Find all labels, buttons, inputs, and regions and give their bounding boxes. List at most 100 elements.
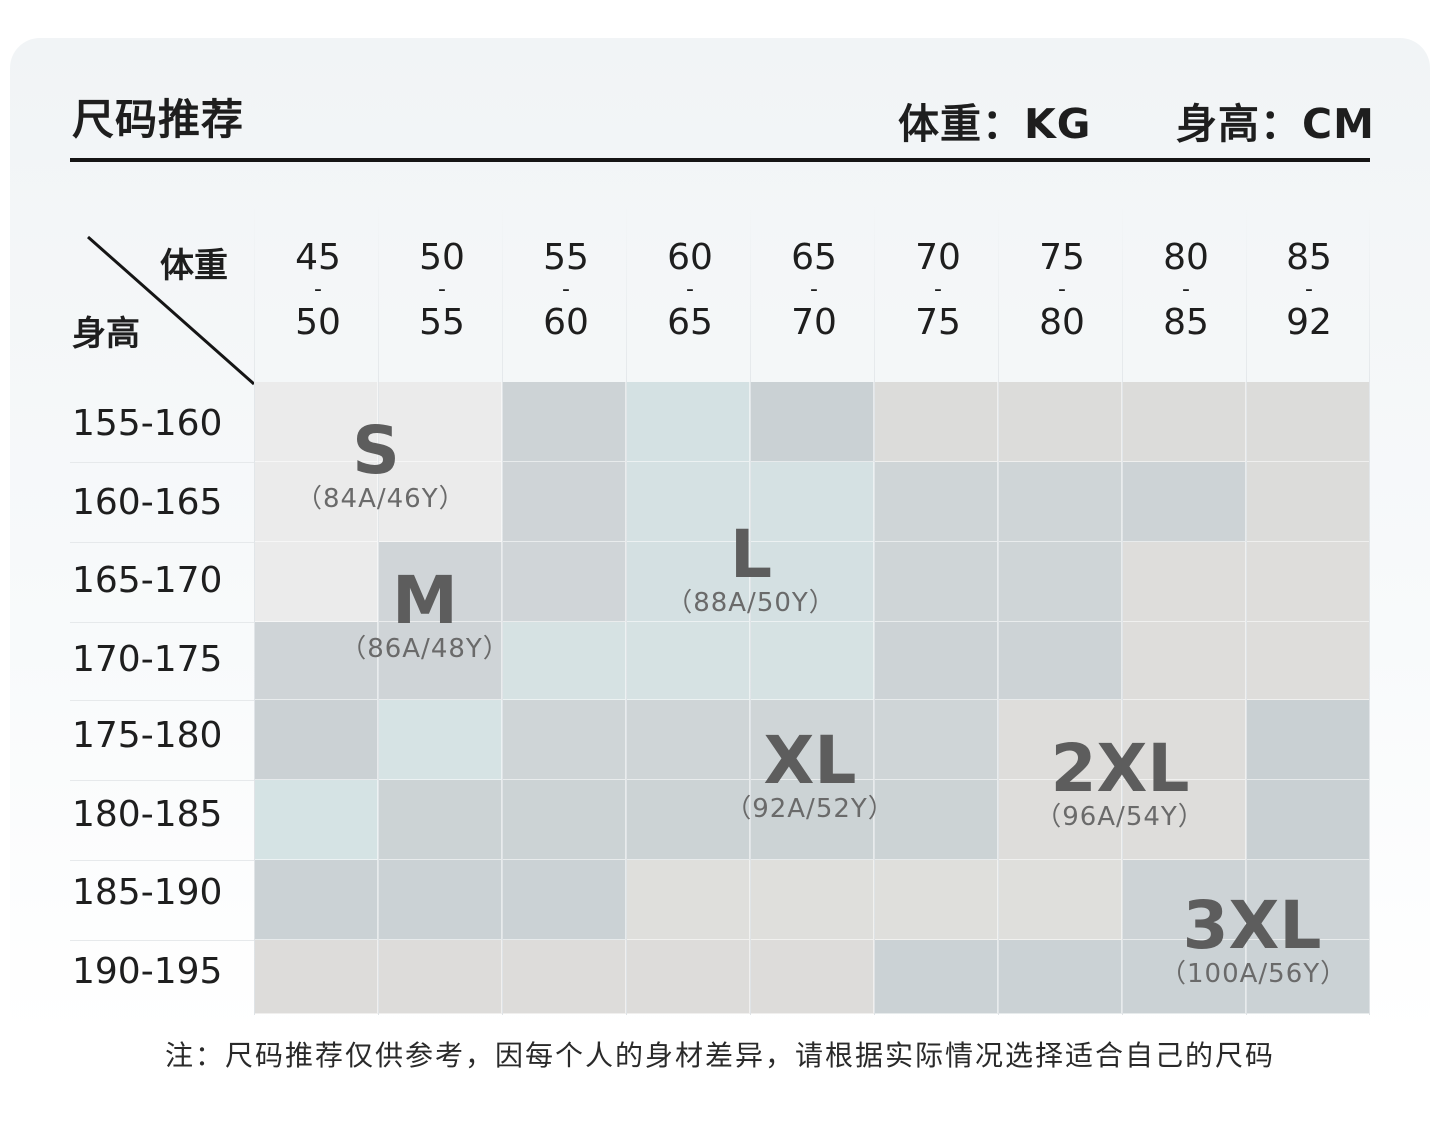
size-cell [378, 860, 502, 940]
weight-column-header: 50-55 [419, 237, 465, 343]
size-cell [1246, 622, 1370, 700]
size-cell [750, 780, 874, 860]
size-cell [254, 860, 378, 940]
size-cell [1246, 462, 1370, 542]
grid-line [626, 205, 627, 1015]
size-cell [626, 462, 750, 542]
weight-header-band [254, 200, 1370, 382]
row-divider [70, 940, 254, 941]
size-cell [998, 542, 1122, 622]
weight-column-header: 65-70 [791, 237, 837, 343]
size-cell [1246, 382, 1370, 462]
size-cell [1122, 382, 1246, 462]
weight-column-header: 45-50 [295, 237, 341, 343]
size-cell [998, 462, 1122, 542]
size-cell [998, 780, 1122, 860]
size-cell [378, 700, 502, 780]
size-cell [378, 542, 502, 622]
size-cell [874, 780, 998, 860]
corner-height-label: 身高 [72, 314, 140, 354]
size-cell [874, 542, 998, 622]
size-cell [502, 622, 626, 700]
size-cell [378, 940, 502, 1014]
size-cell [1122, 940, 1246, 1014]
size-cell [750, 542, 874, 622]
size-cell [626, 542, 750, 622]
corner-weight-label: 体重 [160, 246, 228, 286]
size-cell [626, 780, 750, 860]
grid-line [378, 205, 379, 1015]
grid-line [998, 205, 999, 1015]
weight-column-header: 75-80 [1039, 237, 1085, 343]
size-cell [750, 462, 874, 542]
row-divider [70, 700, 254, 701]
size-cell [626, 382, 750, 462]
size-cell [1246, 542, 1370, 622]
grid-line [874, 205, 875, 1015]
size-cell [1246, 700, 1370, 780]
size-cell [998, 700, 1122, 780]
size-cell [1122, 622, 1246, 700]
size-label-m: M （86A/48Y） [340, 562, 510, 665]
weight-column-header: 85-92 [1286, 237, 1332, 343]
grid-line [750, 205, 751, 1015]
height-row-header: 165-170 [72, 560, 223, 601]
size-cell [750, 860, 874, 940]
weight-column-header: 70-75 [915, 237, 961, 343]
size-cell [998, 860, 1122, 940]
row-divider [70, 860, 254, 861]
size-cell [1122, 780, 1246, 860]
row-divider [70, 462, 254, 463]
size-cell [502, 700, 626, 780]
size-cell [1122, 700, 1246, 780]
size-cell [626, 622, 750, 700]
weight-unit-label: 体重：KG [898, 100, 1092, 148]
grid-line [254, 205, 255, 1015]
height-row-header: 190-195 [72, 951, 223, 992]
size-label-s: S （84A/46Y） [296, 412, 466, 515]
size-cell [502, 382, 626, 462]
size-cell [998, 622, 1122, 700]
height-row-header: 155-160 [72, 403, 223, 444]
size-cell [254, 542, 378, 622]
size-cell [874, 462, 998, 542]
weight-column-header: 80-85 [1163, 237, 1209, 343]
row-divider [70, 542, 254, 543]
size-cell [254, 700, 378, 780]
size-cell [874, 940, 998, 1014]
height-row-header: 180-185 [72, 794, 223, 835]
size-cell [998, 940, 1122, 1014]
grid-line [502, 205, 503, 1015]
size-label-l: L （88A/50Y） [666, 516, 836, 619]
size-cell [626, 860, 750, 940]
size-cell [378, 462, 502, 542]
size-label-3xl: 3XL （100A/56Y） [1160, 887, 1348, 990]
height-row-header: 170-175 [72, 639, 223, 680]
size-cell [254, 622, 378, 700]
row-divider [70, 622, 254, 623]
size-cell [998, 382, 1122, 462]
size-cell [378, 622, 502, 700]
size-cell [874, 382, 998, 462]
disclaimer-note: 注：尺码推荐仅供参考，因每个人的身材差异，请根据实际情况选择适合自己的尺码 [164, 1039, 1275, 1072]
size-cell [254, 462, 378, 542]
size-cell [874, 622, 998, 700]
size-cell [502, 780, 626, 860]
size-cell [502, 860, 626, 940]
size-cell [874, 860, 998, 940]
size-cell [750, 700, 874, 780]
size-cell [626, 940, 750, 1014]
height-unit-label: 身高：CM [1176, 100, 1375, 148]
weight-column-header: 55-60 [543, 237, 589, 343]
size-cell [750, 940, 874, 1014]
size-cell [502, 542, 626, 622]
size-cell [378, 382, 502, 462]
height-row-header: 185-190 [72, 872, 223, 913]
weight-column-header: 60-65 [667, 237, 713, 343]
grid-line [1369, 205, 1370, 1015]
size-cell [378, 780, 502, 860]
size-cell [626, 700, 750, 780]
size-cell [750, 382, 874, 462]
page-title: 尺码推荐 [72, 95, 245, 144]
